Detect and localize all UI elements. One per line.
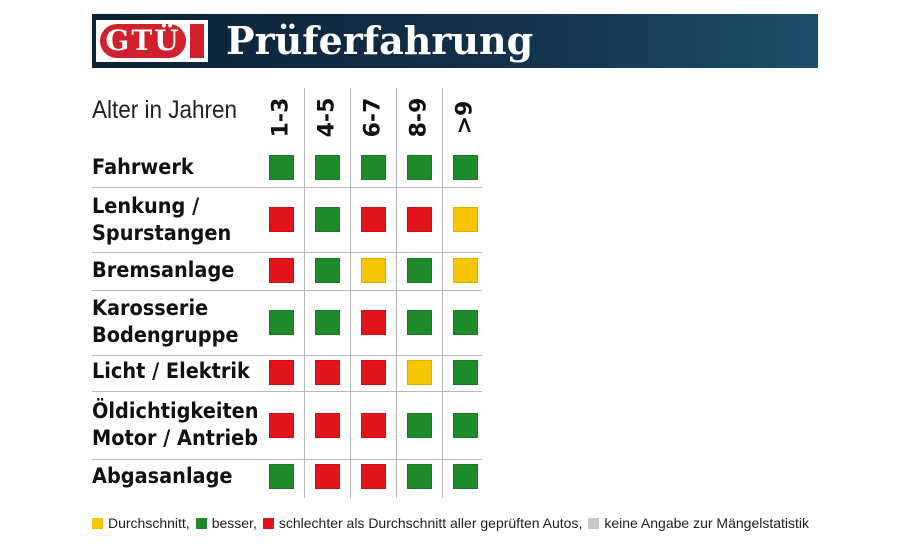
column-divider — [396, 88, 397, 498]
gtu-logo-text: GTÜ — [100, 24, 186, 58]
rating-cell-besser — [452, 463, 478, 489]
rating-cell-besser — [406, 463, 432, 489]
row-label-line: Fahrwerk — [92, 155, 194, 179]
rating-cell-schlechter — [360, 463, 386, 489]
rating-cell-schlechter — [360, 309, 386, 335]
row-label-line: Motor / Antrieb — [92, 426, 259, 450]
rating-cell-schlechter — [268, 412, 294, 438]
legend-item-keine_angabe: keine Angabe zur Mängelstatistik — [588, 515, 809, 531]
row-label-line: Licht / Elektrik — [92, 359, 250, 383]
rating-cell-besser — [406, 309, 432, 335]
row-label-line: Spurstangen — [92, 221, 232, 245]
legend-item-durchschnitt: Durchschnitt, — [92, 515, 190, 531]
rating-cell-schlechter — [360, 412, 386, 438]
rating-cell-besser — [314, 257, 340, 283]
column-divider — [350, 88, 351, 498]
column-header-3: 8-9 — [396, 86, 442, 148]
rating-cell-besser — [268, 154, 294, 180]
row-label: Lenkung / Spurstangen — [92, 193, 276, 247]
rating-cell-schlechter — [314, 412, 340, 438]
rating-cell-schlechter — [268, 257, 294, 283]
rating-cell-besser — [452, 309, 478, 335]
row-label: Karosserie Bodengruppe — [92, 295, 276, 349]
row-label-line: Öldichtigkeiten — [92, 399, 259, 423]
rating-cell-besser — [314, 154, 340, 180]
rating-cell-schlechter — [314, 359, 340, 385]
legend-swatch — [92, 517, 103, 529]
gtu-logo: GTÜ — [96, 20, 208, 62]
rating-cell-besser — [268, 463, 294, 489]
row-label-line: Abgasanlage — [92, 464, 233, 488]
legend-text: schlechter als Durchschnitt aller geprüf… — [278, 515, 583, 531]
rating-cell-besser — [314, 206, 340, 232]
rating-cell-schlechter — [360, 359, 386, 385]
rating-cell-besser — [452, 359, 478, 385]
column-header-4: >9 — [442, 86, 488, 148]
rating-cell-durchschnitt — [452, 257, 478, 283]
rating-cell-besser — [452, 412, 478, 438]
legend-swatch — [195, 517, 207, 529]
legend-swatch — [588, 517, 600, 529]
rating-cell-besser — [268, 309, 294, 335]
column-header-1: 4-5 — [304, 86, 350, 148]
row-label-line: Bodengruppe — [92, 323, 239, 347]
rating-cell-besser — [406, 257, 432, 283]
legend-item-besser: besser, — [195, 515, 257, 531]
row-label: Licht / Elektrik — [92, 358, 276, 385]
row-divider — [92, 459, 482, 460]
rating-cell-schlechter — [268, 359, 294, 385]
row-divider — [92, 290, 482, 291]
row-label-line: Bremsanlage — [92, 258, 235, 282]
row-label-line: Karosserie — [92, 296, 209, 320]
row-divider — [92, 355, 482, 356]
page-title: Prüferfahrung — [226, 18, 534, 63]
legend: Durchschnitt, besser, schlechter als Durch… — [92, 515, 815, 531]
row-label-line: Lenkung / — [92, 194, 200, 218]
column-header-label: 6-7 — [360, 97, 386, 137]
column-header-label: 1-3 — [268, 97, 294, 137]
column-header-label: >9 — [452, 100, 478, 134]
rating-cell-schlechter — [268, 206, 294, 232]
rating-cell-schlechter — [314, 463, 340, 489]
rating-cell-durchschnitt — [360, 257, 386, 283]
row-label: Öldichtigkeiten Motor / Antrieb — [92, 398, 276, 452]
rating-cell-besser — [452, 154, 478, 180]
row-label: Fahrwerk — [92, 154, 276, 181]
header-banner: GTÜ Prüferfahrung — [92, 14, 818, 68]
row-divider — [92, 187, 482, 188]
row-label: Bremsanlage — [92, 257, 276, 284]
legend-swatch — [262, 517, 274, 529]
rating-cell-besser — [314, 309, 340, 335]
legend-item-schlechter: schlechter als Durchschnitt aller geprüf… — [262, 515, 583, 531]
row-label: Abgasanlage — [92, 463, 276, 490]
gtu-logo-bar — [190, 24, 204, 58]
column-divider — [304, 88, 305, 498]
rating-cell-durchschnitt — [452, 206, 478, 232]
age-axis-caption: Alter in Jahren — [92, 96, 238, 124]
legend-text: besser, — [211, 515, 257, 531]
column-header-2: 6-7 — [350, 86, 396, 148]
column-header-label: 4-5 — [314, 97, 340, 137]
rating-cell-durchschnitt — [406, 359, 432, 385]
rating-cell-besser — [406, 412, 432, 438]
column-header-0: 1-3 — [258, 86, 304, 148]
legend-text: Durchschnitt, — [108, 515, 190, 531]
column-header-label: 8-9 — [406, 97, 432, 137]
row-divider — [92, 252, 482, 253]
rating-cell-besser — [360, 154, 386, 180]
legend-text: keine Angabe zur Mängelstatistik — [604, 515, 810, 531]
rating-cell-besser — [406, 154, 432, 180]
row-divider — [92, 391, 482, 392]
column-divider — [442, 88, 443, 498]
rating-cell-schlechter — [360, 206, 386, 232]
rating-cell-schlechter — [406, 206, 432, 232]
